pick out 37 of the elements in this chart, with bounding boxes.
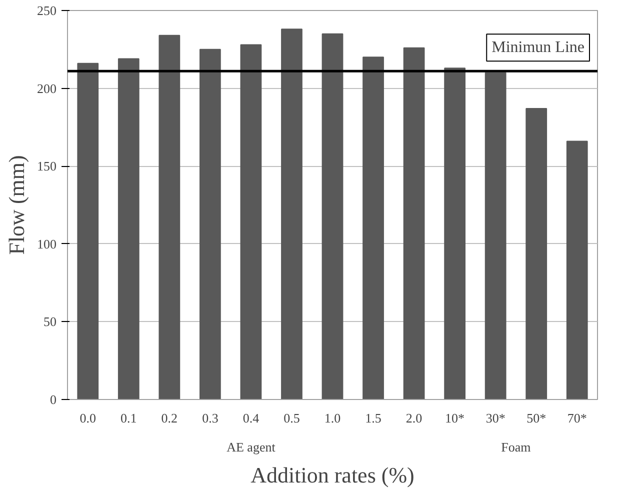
y-tick-label: 50 [44,314,56,330]
bar [158,34,180,400]
bar [77,62,99,400]
x-tick-label: 0.5 [284,410,300,426]
bar [526,108,548,400]
y-tick-label: 100 [37,236,56,252]
x-tick-label: 0.0 [80,410,96,426]
y-tick-label: 200 [37,80,56,96]
y-tick-label: 0 [50,392,56,407]
y-tick-label: 150 [37,158,56,174]
x-tick-label: 2.0 [406,410,422,426]
bar [444,68,466,400]
bar [362,56,384,400]
ref-line-label: Minimun Line [492,39,585,56]
bar [240,44,262,400]
bar [484,72,506,400]
y-axis-title: Flow (mm) [4,155,29,255]
x-tick-label: 0.1 [120,410,137,426]
bar [403,47,425,400]
x-axis-title: Addition rates (%) [250,462,414,488]
text: AE agent [226,440,276,454]
bar [281,28,302,400]
x-tick-label: 1.0 [324,410,341,426]
x-tick-label: 1.5 [365,410,382,426]
x-tick-label: 70* [567,410,587,426]
bar [566,140,588,400]
x-tick-label: 0.4 [242,410,260,426]
y-tick-label: 250 [37,3,56,18]
x-tick-label: 50* [526,410,546,426]
x-tick-label: 0.3 [202,410,218,426]
x-tick-label: 10* [445,410,465,426]
x-tick-label: 0.2 [161,410,178,426]
bar [200,48,221,400]
x-tick-label: 30* [486,410,506,426]
bar [118,58,140,400]
text: Foam [501,440,531,454]
bar [322,33,344,400]
